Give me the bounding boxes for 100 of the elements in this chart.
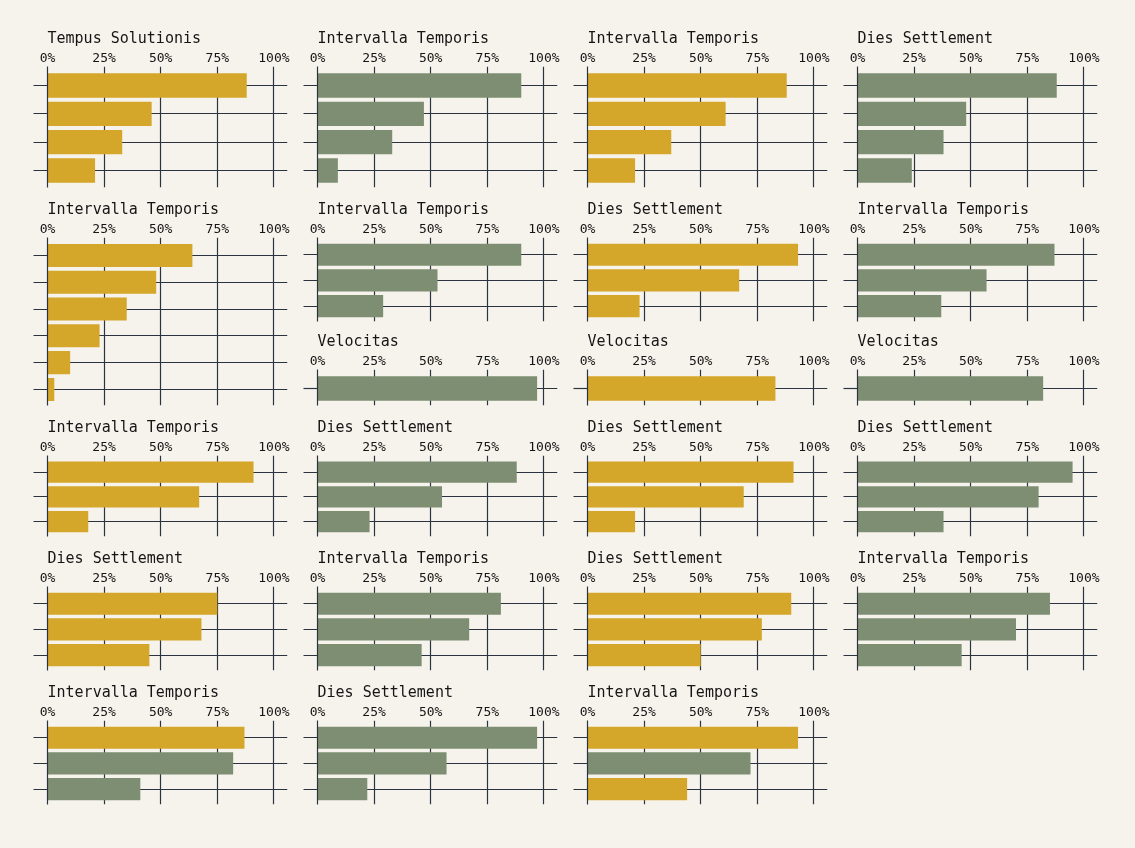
x-tick-label: 75%: [205, 438, 230, 454]
x-tick-label: 25%: [362, 703, 387, 719]
x-tick-label: 75%: [745, 220, 770, 236]
x-tick-label: 75%: [1015, 49, 1040, 65]
x-tick-label: 100%: [1068, 220, 1100, 236]
x-tick-label: 50%: [148, 220, 173, 236]
x-tick-label: 0%: [579, 703, 596, 719]
x-tick-label: 100%: [1068, 569, 1100, 585]
x-tick-label: 25%: [632, 703, 657, 719]
x-tick-label: 0%: [39, 438, 56, 454]
chart-title: Dies Settlement: [587, 417, 723, 436]
chart-title: Intervalla Temporis: [857, 199, 1030, 218]
x-tick-label: 75%: [475, 569, 500, 585]
chart-title: Intervalla Temporis: [317, 28, 490, 47]
x-tick-label: 50%: [688, 49, 713, 65]
chart-title: Intervalla Temporis: [47, 417, 220, 436]
x-tick-label: 25%: [632, 569, 657, 585]
x-tick-label: 25%: [362, 220, 387, 236]
x-tick-label: 25%: [902, 438, 927, 454]
x-tick-label: 75%: [1015, 438, 1040, 454]
x-tick-label: 0%: [849, 220, 866, 236]
x-tick-label: 100%: [528, 438, 560, 454]
chart-title: Intervalla Temporis: [857, 548, 1030, 567]
chart-title: Dies Settlement: [317, 417, 453, 436]
x-tick-label: 25%: [362, 438, 387, 454]
x-tick-label: 50%: [418, 438, 443, 454]
x-tick-label: 0%: [849, 352, 866, 368]
chart-title: Intervalla Temporis: [587, 682, 760, 701]
x-tick-label: 50%: [418, 49, 443, 65]
chart-title: Intervalla Temporis: [317, 548, 490, 567]
chart-title: Intervalla Temporis: [47, 682, 220, 701]
x-tick-label: 0%: [309, 220, 326, 236]
x-tick-label: 25%: [902, 49, 927, 65]
x-tick-label: 25%: [92, 569, 117, 585]
x-tick-label: 75%: [205, 49, 230, 65]
x-tick-label: 25%: [362, 569, 387, 585]
x-tick-label: 50%: [688, 352, 713, 368]
x-tick-label: 50%: [688, 569, 713, 585]
x-tick-label: 50%: [958, 220, 983, 236]
x-tick-label: 75%: [475, 352, 500, 368]
x-tick-label: 50%: [958, 49, 983, 65]
x-tick-label: 100%: [258, 569, 290, 585]
x-tick-label: 50%: [418, 703, 443, 719]
x-tick-label: 25%: [92, 438, 117, 454]
x-tick-label: 25%: [632, 49, 657, 65]
x-tick-label: 100%: [1068, 49, 1100, 65]
x-tick-label: 100%: [258, 703, 290, 719]
x-tick-label: 0%: [849, 569, 866, 585]
chart-title: Dies Settlement: [857, 417, 993, 436]
x-tick-label: 75%: [475, 49, 500, 65]
x-tick-label: 25%: [92, 49, 117, 65]
chart-title: Dies Settlement: [587, 548, 723, 567]
chart-title: Intervalla Temporis: [587, 28, 760, 47]
x-tick-label: 100%: [798, 703, 830, 719]
x-tick-label: 100%: [798, 569, 830, 585]
x-tick-label: 100%: [1068, 352, 1100, 368]
x-tick-label: 25%: [362, 49, 387, 65]
chart-title: Intervalla Temporis: [47, 199, 220, 218]
x-tick-label: 0%: [309, 352, 326, 368]
x-tick-label: 75%: [205, 703, 230, 719]
x-tick-label: 50%: [418, 569, 443, 585]
x-tick-label: 25%: [632, 220, 657, 236]
x-tick-label: 100%: [798, 220, 830, 236]
x-tick-label: 50%: [958, 569, 983, 585]
x-tick-label: 25%: [362, 352, 387, 368]
x-tick-label: 0%: [849, 49, 866, 65]
x-tick-label: 75%: [1015, 220, 1040, 236]
chart-title: Dies Settlement: [47, 548, 183, 567]
x-tick-label: 100%: [1068, 438, 1100, 454]
x-tick-label: 0%: [579, 438, 596, 454]
x-tick-label: 75%: [745, 569, 770, 585]
x-tick-label: 0%: [39, 703, 56, 719]
x-tick-label: 50%: [418, 220, 443, 236]
x-tick-label: 0%: [309, 569, 326, 585]
x-tick-label: 75%: [1015, 352, 1040, 368]
x-tick-label: 0%: [579, 49, 596, 65]
x-tick-label: 75%: [205, 569, 230, 585]
chart-title: Velocitas: [857, 331, 939, 350]
x-tick-label: 75%: [475, 438, 500, 454]
x-tick-label: 0%: [39, 220, 56, 236]
x-tick-label: 75%: [475, 220, 500, 236]
x-tick-label: 0%: [309, 49, 326, 65]
chart-title: Dies Settlement: [587, 199, 723, 218]
x-tick-label: 0%: [309, 438, 326, 454]
x-tick-label: 25%: [92, 220, 117, 236]
x-tick-label: 100%: [258, 220, 290, 236]
x-tick-label: 0%: [39, 49, 56, 65]
x-tick-label: 25%: [902, 352, 927, 368]
x-tick-label: 75%: [475, 703, 500, 719]
x-tick-label: 100%: [798, 352, 830, 368]
x-tick-label: 50%: [688, 703, 713, 719]
x-tick-label: 100%: [258, 49, 290, 65]
x-tick-label: 0%: [849, 438, 866, 454]
x-tick-label: 0%: [309, 703, 326, 719]
x-tick-label: 100%: [798, 438, 830, 454]
x-tick-label: 0%: [39, 569, 56, 585]
x-tick-label: 25%: [632, 438, 657, 454]
x-tick-label: 75%: [205, 220, 230, 236]
x-tick-label: 75%: [745, 352, 770, 368]
x-tick-label: 50%: [418, 352, 443, 368]
